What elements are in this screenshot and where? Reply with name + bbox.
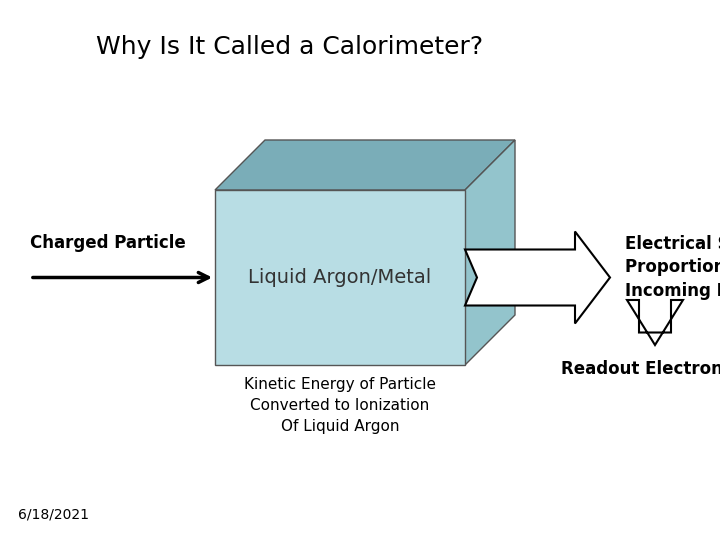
Polygon shape xyxy=(465,232,610,323)
Text: Electrical Signal
Proportional to
Incoming Energy: Electrical Signal Proportional to Incomi… xyxy=(625,235,720,300)
Text: 6/18/2021: 6/18/2021 xyxy=(18,508,89,522)
Text: Charged Particle: Charged Particle xyxy=(30,234,186,253)
Polygon shape xyxy=(627,300,683,345)
Text: Why Is It Called a Calorimeter?: Why Is It Called a Calorimeter? xyxy=(96,35,484,59)
Text: Kinetic Energy of Particle
Converted to Ionization
Of Liquid Argon: Kinetic Energy of Particle Converted to … xyxy=(244,377,436,434)
Text: Readout Electronics: Readout Electronics xyxy=(562,360,720,378)
Text: Liquid Argon/Metal: Liquid Argon/Metal xyxy=(248,268,431,287)
Bar xyxy=(215,190,465,365)
Polygon shape xyxy=(215,140,515,190)
Polygon shape xyxy=(465,140,515,365)
